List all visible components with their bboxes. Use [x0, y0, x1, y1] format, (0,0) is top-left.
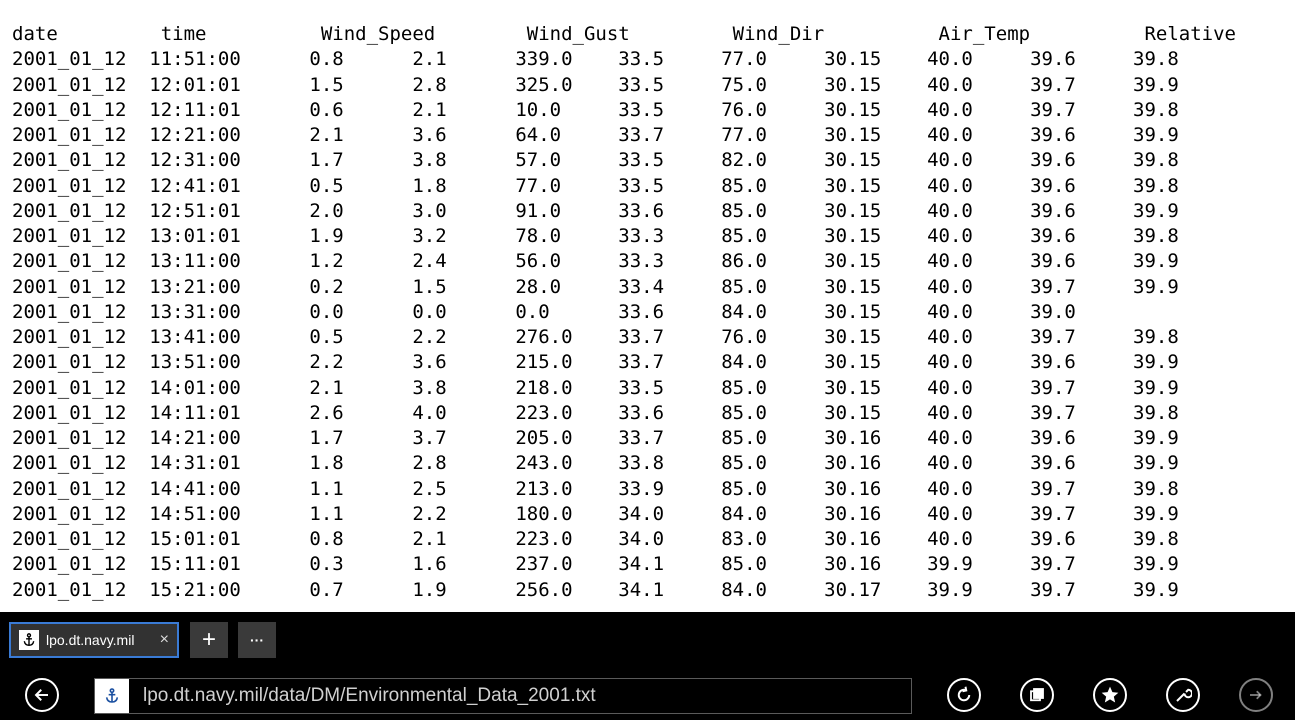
more-tabs-button[interactable]: ···	[238, 622, 276, 658]
back-arrow-icon	[34, 689, 48, 701]
address-bar: lpo.dt.navy.mil/data/DM/Environmental_Da…	[0, 668, 1295, 720]
document-viewport[interactable]: date time Wind_Speed Wind_Gust Wind_Dir …	[0, 0, 1295, 612]
star-icon	[1101, 686, 1119, 703]
tab-bar: lpo.dt.navy.mil × + ···	[0, 612, 1295, 668]
data-text: date time Wind_Speed Wind_Gust Wind_Dir …	[12, 23, 1236, 601]
anchor-icon	[95, 679, 129, 713]
tabs-icon	[1030, 688, 1044, 702]
new-tab-button[interactable]: +	[190, 622, 228, 658]
plus-icon: +	[201, 626, 216, 653]
tabs-button[interactable]	[1020, 678, 1054, 712]
url-field[interactable]: lpo.dt.navy.mil/data/DM/Environmental_Da…	[94, 678, 912, 714]
share-icon	[1250, 690, 1262, 700]
anchor-icon	[19, 630, 39, 650]
tab-lpo[interactable]: lpo.dt.navy.mil ×	[9, 622, 179, 658]
wrench-icon	[1176, 688, 1192, 702]
ellipsis-icon: ···	[250, 632, 264, 648]
close-icon[interactable]: ×	[159, 631, 169, 648]
url-text: lpo.dt.navy.mil/data/DM/Environmental_Da…	[143, 685, 596, 706]
tools-button[interactable]	[1166, 678, 1200, 712]
share-button[interactable]	[1239, 678, 1273, 712]
favorites-button[interactable]	[1093, 678, 1127, 712]
back-button[interactable]	[25, 678, 59, 712]
refresh-icon	[957, 686, 971, 702]
tab-title: lpo.dt.navy.mil	[46, 632, 135, 648]
refresh-button[interactable]	[947, 678, 981, 712]
